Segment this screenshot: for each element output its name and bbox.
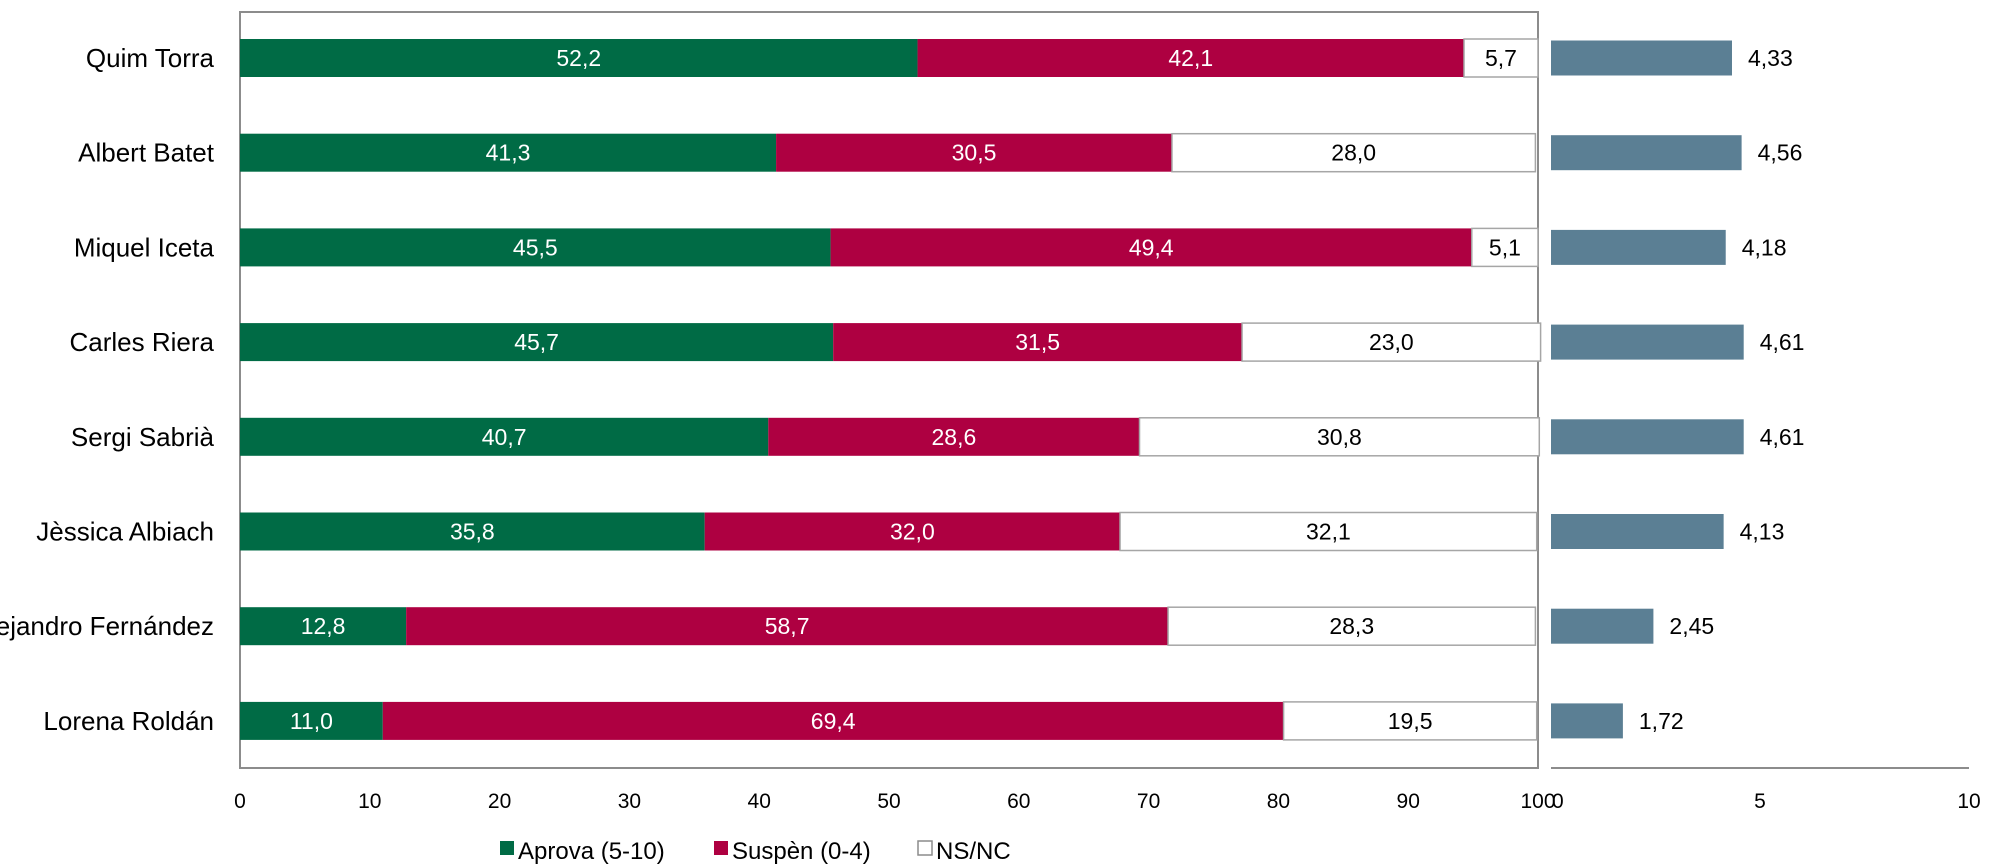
- score-bar-quim-torra: [1551, 40, 1732, 76]
- bar-aprova-5-10-alejandro-fernandez: [240, 607, 407, 646]
- data-label-ns-nc-jessica-albiach: 32,1: [1306, 519, 1351, 545]
- bar-aprova-5-10-sergi-sabria: [240, 417, 769, 456]
- score-label-sergi-sabria: 4,61: [1760, 424, 1805, 450]
- bar-ns-nc-albert-batet: [1171, 132, 1537, 173]
- x-tick-label-0: 0: [234, 790, 246, 813]
- data-label-suspen-0-4-sergi-sabria: 28,6: [932, 424, 977, 450]
- score-x-tick-label-5: 5: [1754, 790, 1766, 813]
- legend-swatch-aprova: [500, 841, 514, 855]
- data-label-ns-nc-quim-torra: 5,7: [1485, 45, 1517, 71]
- data-label-suspen-0-4-quim-torra: 42,1: [1168, 45, 1213, 71]
- bar-ns-nc-alejandro-fernandez: [1167, 606, 1537, 646]
- x-tick-label-50: 50: [877, 790, 900, 813]
- bar-ns-nc-sergi-sabria: [1138, 417, 1541, 457]
- x-tick-label-10: 10: [358, 790, 381, 813]
- legend-swatch-suspen: [714, 841, 728, 855]
- data-label-suspen-0-4-lorena-roldan: 69,4: [811, 708, 856, 734]
- x-tick-label-90: 90: [1397, 790, 1420, 813]
- data-label-suspen-0-4-miquel-iceta: 49,4: [1129, 234, 1174, 260]
- legend: Aprova (5-10) Suspèn (0-4) NS/NC: [500, 838, 1011, 865]
- category-label-alejandro-fernandez: Alejandro Fernández: [0, 611, 214, 641]
- data-label-suspen-0-4-alejandro-fernandez: 58,7: [765, 613, 810, 639]
- category-label-quim-torra: Quim Torra: [86, 43, 215, 73]
- bar-aprova-5-10-carles-riera: [240, 323, 834, 362]
- score-label-miquel-iceta: 4,18: [1742, 234, 1787, 260]
- data-label-aprova-5-10-alejandro-fernandez: 12,8: [301, 613, 346, 639]
- legend-label-aprova: Aprova (5-10): [518, 838, 665, 865]
- category-label-sergi-sabria: Sergi Sabrià: [71, 422, 215, 452]
- score-label-alejandro-fernandez: 2,45: [1669, 613, 1714, 639]
- x-tick-label-30: 30: [618, 790, 641, 813]
- bar-aprova-5-10-quim-torra: [240, 39, 918, 77]
- bar-aprova-5-10-jessica-albiach: [240, 512, 705, 551]
- bar-suspen-0-4-carles-riera: [833, 323, 1243, 362]
- score-bar-carles-riera: [1551, 324, 1744, 360]
- score-label-jessica-albiach: 4,13: [1740, 519, 1785, 545]
- bar-aprova-5-10-albert-batet: [240, 133, 777, 172]
- bar-suspen-0-4-quim-torra: [917, 39, 1465, 77]
- bar-suspen-0-4-sergi-sabria: [768, 417, 1140, 456]
- score-bar-sergi-sabria: [1551, 419, 1744, 455]
- x-tick-label-70: 70: [1137, 790, 1160, 813]
- score-bar-jessica-albiach: [1551, 514, 1724, 549]
- score-label-quim-torra: 4,33: [1748, 45, 1793, 71]
- x-tick-label-80: 80: [1267, 790, 1290, 813]
- legend-label-suspen: Suspèn (0-4): [732, 838, 871, 865]
- score-bar-alejandro-fernandez: [1551, 608, 1654, 644]
- bar-aprova-5-10-lorena-roldan: [240, 701, 383, 740]
- bar-suspen-0-4-albert-batet: [776, 133, 1172, 172]
- stacked-bar-chart: Quim Torra 52,2 42,1 5,7 Albert Batet 41,3 30,…: [0, 11, 1556, 813]
- bar-suspen-0-4-miquel-iceta: [830, 228, 1472, 267]
- data-label-ns-nc-alejandro-fernandez: 28,3: [1329, 613, 1374, 639]
- x-tick-label-100: 100: [1520, 790, 1555, 813]
- data-label-aprova-5-10-quim-torra: 52,2: [556, 45, 601, 71]
- bar-ns-nc-jessica-albiach: [1119, 511, 1538, 552]
- data-label-aprova-5-10-jessica-albiach: 35,8: [450, 519, 495, 545]
- x-tick-label-20: 20: [488, 790, 511, 813]
- bar-ns-nc-quim-torra: [1463, 38, 1539, 78]
- plot-frame: [239, 11, 1539, 769]
- data-label-aprova-5-10-lorena-roldan: 11,0: [290, 708, 333, 734]
- score-bar-lorena-roldan: [1551, 703, 1623, 739]
- data-label-suspen-0-4-albert-batet: 30,5: [952, 140, 997, 166]
- category-label-carles-riera: Carles Riera: [70, 327, 215, 357]
- category-label-miquel-iceta: Miquel Iceta: [74, 232, 215, 262]
- data-label-ns-nc-sergi-sabria: 30,8: [1317, 424, 1362, 450]
- bar-suspen-0-4-jessica-albiach: [704, 512, 1121, 551]
- bar-ns-nc-lorena-roldan: [1282, 701, 1538, 741]
- data-label-suspen-0-4-carles-riera: 31,5: [1015, 329, 1060, 355]
- bar-suspen-0-4-lorena-roldan: [382, 701, 1284, 740]
- score-bar-chart: 4,33 4,56 4,18 4,61 4,61 4,13 2,45 1,72 0 5 10: [1551, 40, 1981, 813]
- data-label-ns-nc-albert-batet: 28,0: [1331, 140, 1376, 166]
- bar-ns-nc-miquel-iceta: [1471, 227, 1539, 268]
- score-label-carles-riera: 4,61: [1760, 329, 1805, 355]
- category-label-jessica-albiach: Jèssica Albiach: [36, 517, 214, 547]
- score-x-tick-label-0: 0: [1552, 790, 1564, 813]
- legend-swatch-nsnc: [917, 840, 933, 856]
- x-tick-label-60: 60: [1007, 790, 1030, 813]
- bar-suspen-0-4-alejandro-fernandez: [406, 607, 1169, 646]
- score-x-tick-label-10: 10: [1957, 790, 1980, 813]
- data-label-ns-nc-miquel-iceta: 5,1: [1489, 234, 1521, 260]
- category-label-lorena-roldan: Lorena Roldán: [43, 706, 214, 736]
- data-label-aprova-5-10-albert-batet: 41,3: [486, 140, 531, 166]
- data-label-suspen-0-4-jessica-albiach: 32,0: [890, 519, 935, 545]
- bar-aprova-5-10-miquel-iceta: [240, 228, 831, 267]
- data-label-aprova-5-10-sergi-sabria: 40,7: [482, 424, 527, 450]
- data-label-aprova-5-10-carles-riera: 45,7: [514, 329, 559, 355]
- score-bar-miquel-iceta: [1551, 229, 1726, 265]
- data-label-aprova-5-10-miquel-iceta: 45,5: [513, 234, 558, 260]
- score-bar-albert-batet: [1551, 135, 1742, 171]
- legend-label-nsnc: NS/NC: [936, 838, 1011, 865]
- score-label-lorena-roldan: 1,72: [1639, 708, 1684, 734]
- category-label-albert-batet: Albert Batet: [78, 138, 215, 168]
- x-tick-label-40: 40: [748, 790, 771, 813]
- data-label-ns-nc-carles-riera: 23,0: [1369, 329, 1414, 355]
- score-label-albert-batet: 4,56: [1758, 140, 1803, 166]
- data-label-ns-nc-lorena-roldan: 19,5: [1388, 708, 1433, 734]
- bar-ns-nc-carles-riera: [1241, 322, 1542, 362]
